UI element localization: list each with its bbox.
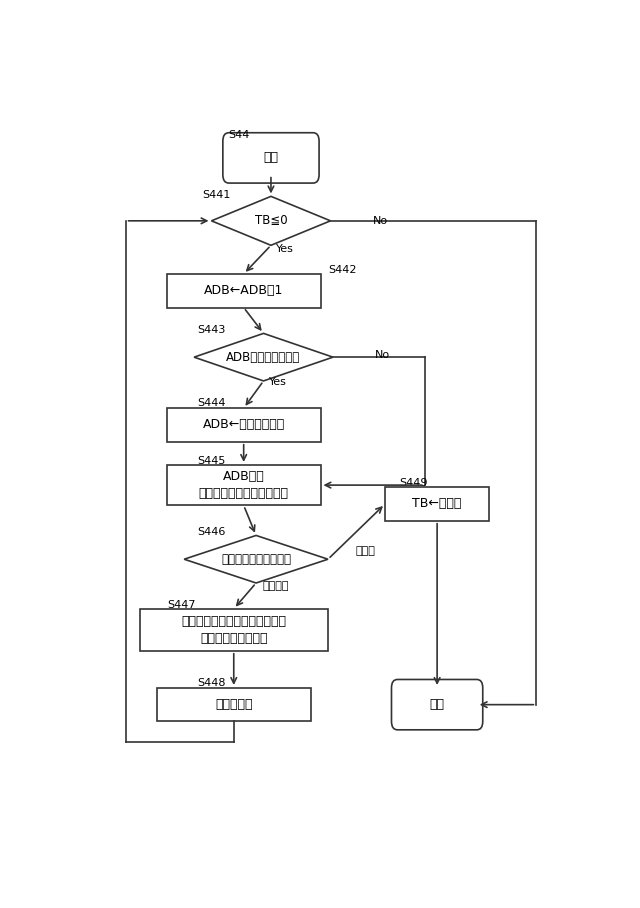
Text: S447: S447 [167,600,195,610]
Text: ADB←ADB＋1: ADB←ADB＋1 [204,284,284,297]
Text: S443: S443 [198,325,226,335]
Bar [167,274,321,308]
Bar [167,409,321,442]
Bar [157,688,310,722]
Text: Yes: Yes [269,377,287,387]
Polygon shape [211,196,330,245]
Bar [167,465,321,506]
Text: 開始: 開始 [264,152,278,164]
Text: ADB＝最終アドレス: ADB＝最終アドレス [227,350,301,364]
Text: S44: S44 [228,131,249,141]
Polygon shape [184,536,328,583]
Text: S448: S448 [198,678,226,688]
Text: No: No [372,216,388,226]
Text: 音源に送付: 音源に送付 [215,698,253,711]
Text: ADBから
ベースパターンの読み出し: ADBから ベースパターンの読み出し [198,470,289,500]
Text: TB←タイム: TB←タイム [412,498,462,510]
Text: No: No [375,350,390,360]
Text: S442: S442 [328,265,356,275]
Text: S445: S445 [198,456,226,466]
Text: S449: S449 [399,478,428,488]
Text: Yes: Yes [276,243,294,254]
Text: S446: S446 [198,527,226,537]
Polygon shape [194,333,333,381]
Bar [140,609,328,651]
Text: S441: S441 [202,190,231,200]
Bar [385,488,489,521]
Text: ADB←開始アドレス: ADB←開始アドレス [202,419,285,431]
Text: 終了: 終了 [429,698,445,711]
Text: S444: S444 [198,399,226,409]
Text: コマンド: コマンド [262,581,289,591]
Text: 読み出されたデータ？: 読み出されたデータ？ [221,553,291,566]
FancyBboxPatch shape [392,679,483,730]
Text: コード種別、ルートに基づき、
コマンドの音高変換: コード種別、ルートに基づき、 コマンドの音高変換 [181,615,286,645]
Text: TB≦0: TB≦0 [255,214,287,227]
Text: タイム: タイム [355,546,375,556]
FancyBboxPatch shape [223,133,319,183]
